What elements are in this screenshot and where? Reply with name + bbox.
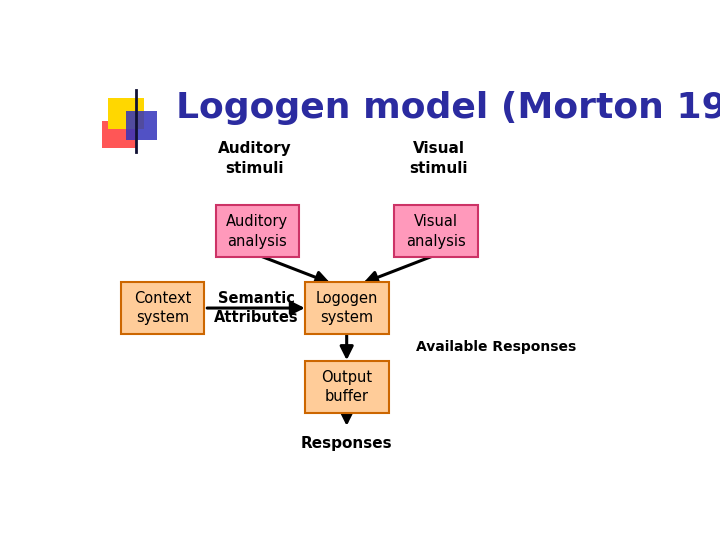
Text: Available Responses: Available Responses bbox=[416, 340, 577, 354]
Text: Output
buffer: Output buffer bbox=[321, 370, 372, 404]
Text: Visual
stimuli: Visual stimuli bbox=[410, 141, 468, 176]
Text: Auditory
stimuli: Auditory stimuli bbox=[217, 141, 292, 176]
FancyBboxPatch shape bbox=[305, 282, 389, 334]
Text: Context
system: Context system bbox=[134, 291, 192, 326]
Text: Auditory
analysis: Auditory analysis bbox=[226, 214, 289, 248]
Bar bbox=[108, 98, 144, 129]
FancyBboxPatch shape bbox=[215, 205, 300, 257]
Bar bbox=[126, 111, 157, 140]
FancyBboxPatch shape bbox=[121, 282, 204, 334]
Text: Logogen model (Morton 1969): Logogen model (Morton 1969) bbox=[176, 91, 720, 125]
Text: Responses: Responses bbox=[301, 436, 392, 451]
FancyBboxPatch shape bbox=[305, 361, 389, 413]
FancyBboxPatch shape bbox=[394, 205, 478, 257]
Text: Visual
analysis: Visual analysis bbox=[406, 214, 466, 248]
Bar bbox=[102, 121, 136, 148]
Text: Logogen
system: Logogen system bbox=[315, 291, 378, 326]
Text: Semantic
Attributes: Semantic Attributes bbox=[214, 291, 299, 325]
